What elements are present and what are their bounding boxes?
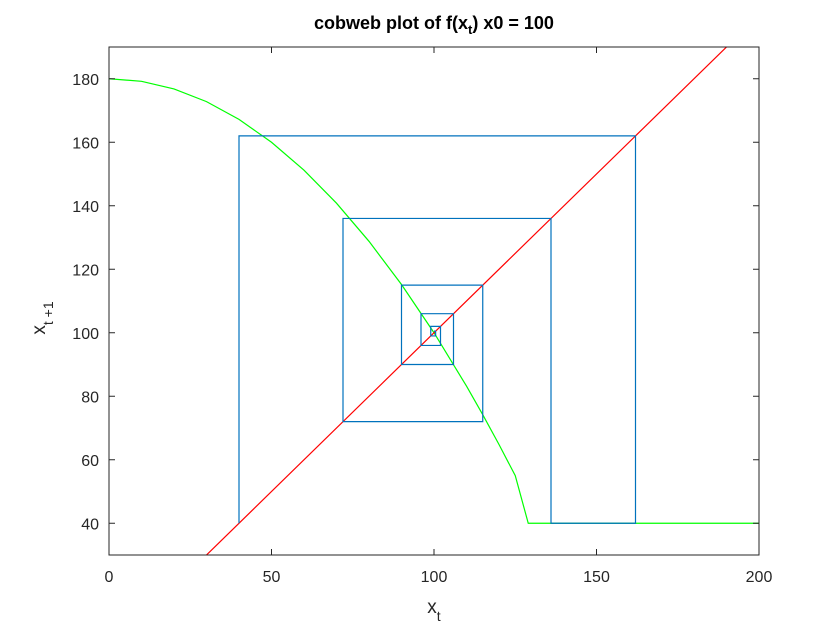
chart-title-prefix: cobweb plot of f(x (314, 13, 468, 33)
x-tick-label: 100 (421, 569, 448, 586)
x-tick-label: 150 (583, 569, 610, 586)
y-axis-label-subscript: t +1 (40, 301, 56, 325)
chart-title-suffix: ) x0 = 100 (472, 13, 554, 33)
y-axis-label: xt +1 (29, 301, 56, 334)
y-tick-label: 100 (72, 326, 99, 343)
plot-area (109, 47, 759, 555)
y-axis-label-base: x (29, 325, 50, 335)
x-axis-label-base: x (427, 597, 437, 618)
y-tick-label: 180 (72, 72, 99, 89)
x-tick-label: 50 (263, 569, 281, 586)
x-tick-label: 0 (105, 569, 114, 586)
y-tick-label: 80 (81, 389, 99, 406)
y-tick-label: 120 (72, 262, 99, 279)
chart-title: cobweb plot of f(xt) x0 = 100 (314, 13, 554, 37)
chart-title-subscript: t (468, 22, 473, 37)
x-axis-label: xt (427, 597, 441, 624)
y-tick-label: 160 (72, 135, 99, 152)
axes-layer: 0 50 100 150 200 40 60 80 100 120 140 160 180 (72, 46, 773, 586)
series-map-line (109, 78, 759, 524)
series-group (109, 47, 759, 555)
x-axis-label-subscript: t (437, 608, 441, 624)
y-tick-label: 140 (72, 199, 99, 216)
plot-background (109, 47, 759, 555)
y-tick-label: 60 (81, 453, 99, 470)
series-identity-line (205, 47, 728, 555)
y-tick-label: 40 (81, 516, 99, 533)
series-cobweb-line (238, 135, 637, 524)
x-tick-label: 200 (746, 569, 773, 586)
